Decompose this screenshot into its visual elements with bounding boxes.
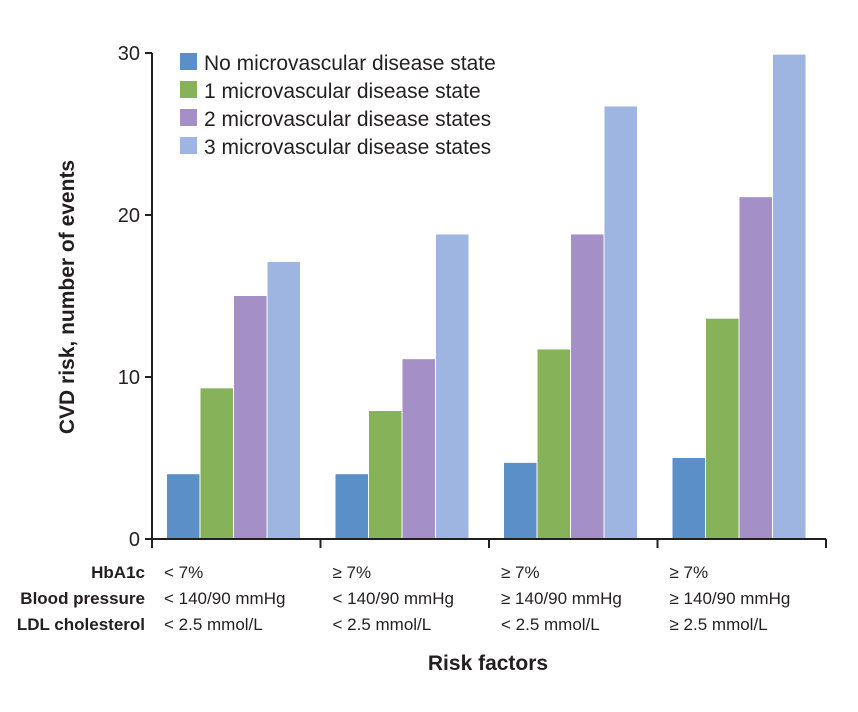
bar <box>773 54 806 540</box>
category-label: < 140/90 mmHg <box>333 589 454 608</box>
legend-label: 2 microvascular disease states <box>204 108 491 131</box>
legend-label: 3 microvascular disease states <box>204 136 491 159</box>
legend-swatch <box>180 137 197 154</box>
category-label: ≥ 7% <box>333 563 372 582</box>
category-label: ≥ 7% <box>670 563 709 582</box>
bar <box>234 296 267 539</box>
category-label: < 2.5 mmol/L <box>164 615 263 634</box>
y-tick-label: 30 <box>118 43 140 65</box>
y-tick-label: 20 <box>118 205 140 227</box>
bars-group <box>167 54 806 540</box>
category-label: ≥ 7% <box>501 563 540 582</box>
legend-label: No microvascular disease state <box>204 52 496 75</box>
row-label: Blood pressure <box>20 589 145 608</box>
category-label: ≥ 140/90 mmHg <box>670 589 791 608</box>
category-label: < 140/90 mmHg <box>164 589 285 608</box>
y-tick-label: 10 <box>118 367 140 389</box>
category-label: ≥ 140/90 mmHg <box>501 589 622 608</box>
bar <box>267 261 300 539</box>
bar <box>706 318 739 539</box>
category-label: < 2.5 mmol/L <box>333 615 432 634</box>
bar <box>436 234 469 539</box>
bar <box>571 234 604 539</box>
x-axis-title: Risk factors <box>428 652 548 675</box>
legend-swatch <box>180 53 197 70</box>
category-label: < 7% <box>164 563 203 582</box>
bar <box>335 474 368 539</box>
bar <box>537 349 570 539</box>
legend-label: 1 microvascular disease state <box>204 80 481 103</box>
bar <box>672 458 705 539</box>
legend: No microvascular disease state 1 microvas… <box>180 52 496 159</box>
y-tick-label: 0 <box>129 529 140 551</box>
category-labels-group: HbA1c Blood pressure LDL cholesterol < 7% < … <box>17 563 790 634</box>
y-axis-title: CVD risk, number of events <box>56 160 79 434</box>
bar <box>504 462 537 539</box>
category-label: ≥ 2.5 mmol/L <box>670 615 768 634</box>
axes-group: 0 10 20 30 <box>118 43 827 551</box>
bar <box>604 106 637 540</box>
bar <box>369 411 402 539</box>
bar <box>739 197 772 539</box>
bar <box>200 388 233 539</box>
legend-swatch <box>180 109 197 126</box>
bar <box>402 359 435 539</box>
row-label: LDL cholesterol <box>17 615 145 634</box>
bar <box>167 474 200 539</box>
category-label: < 2.5 mmol/L <box>501 615 600 634</box>
row-label: HbA1c <box>91 563 145 582</box>
legend-swatch <box>180 81 197 98</box>
